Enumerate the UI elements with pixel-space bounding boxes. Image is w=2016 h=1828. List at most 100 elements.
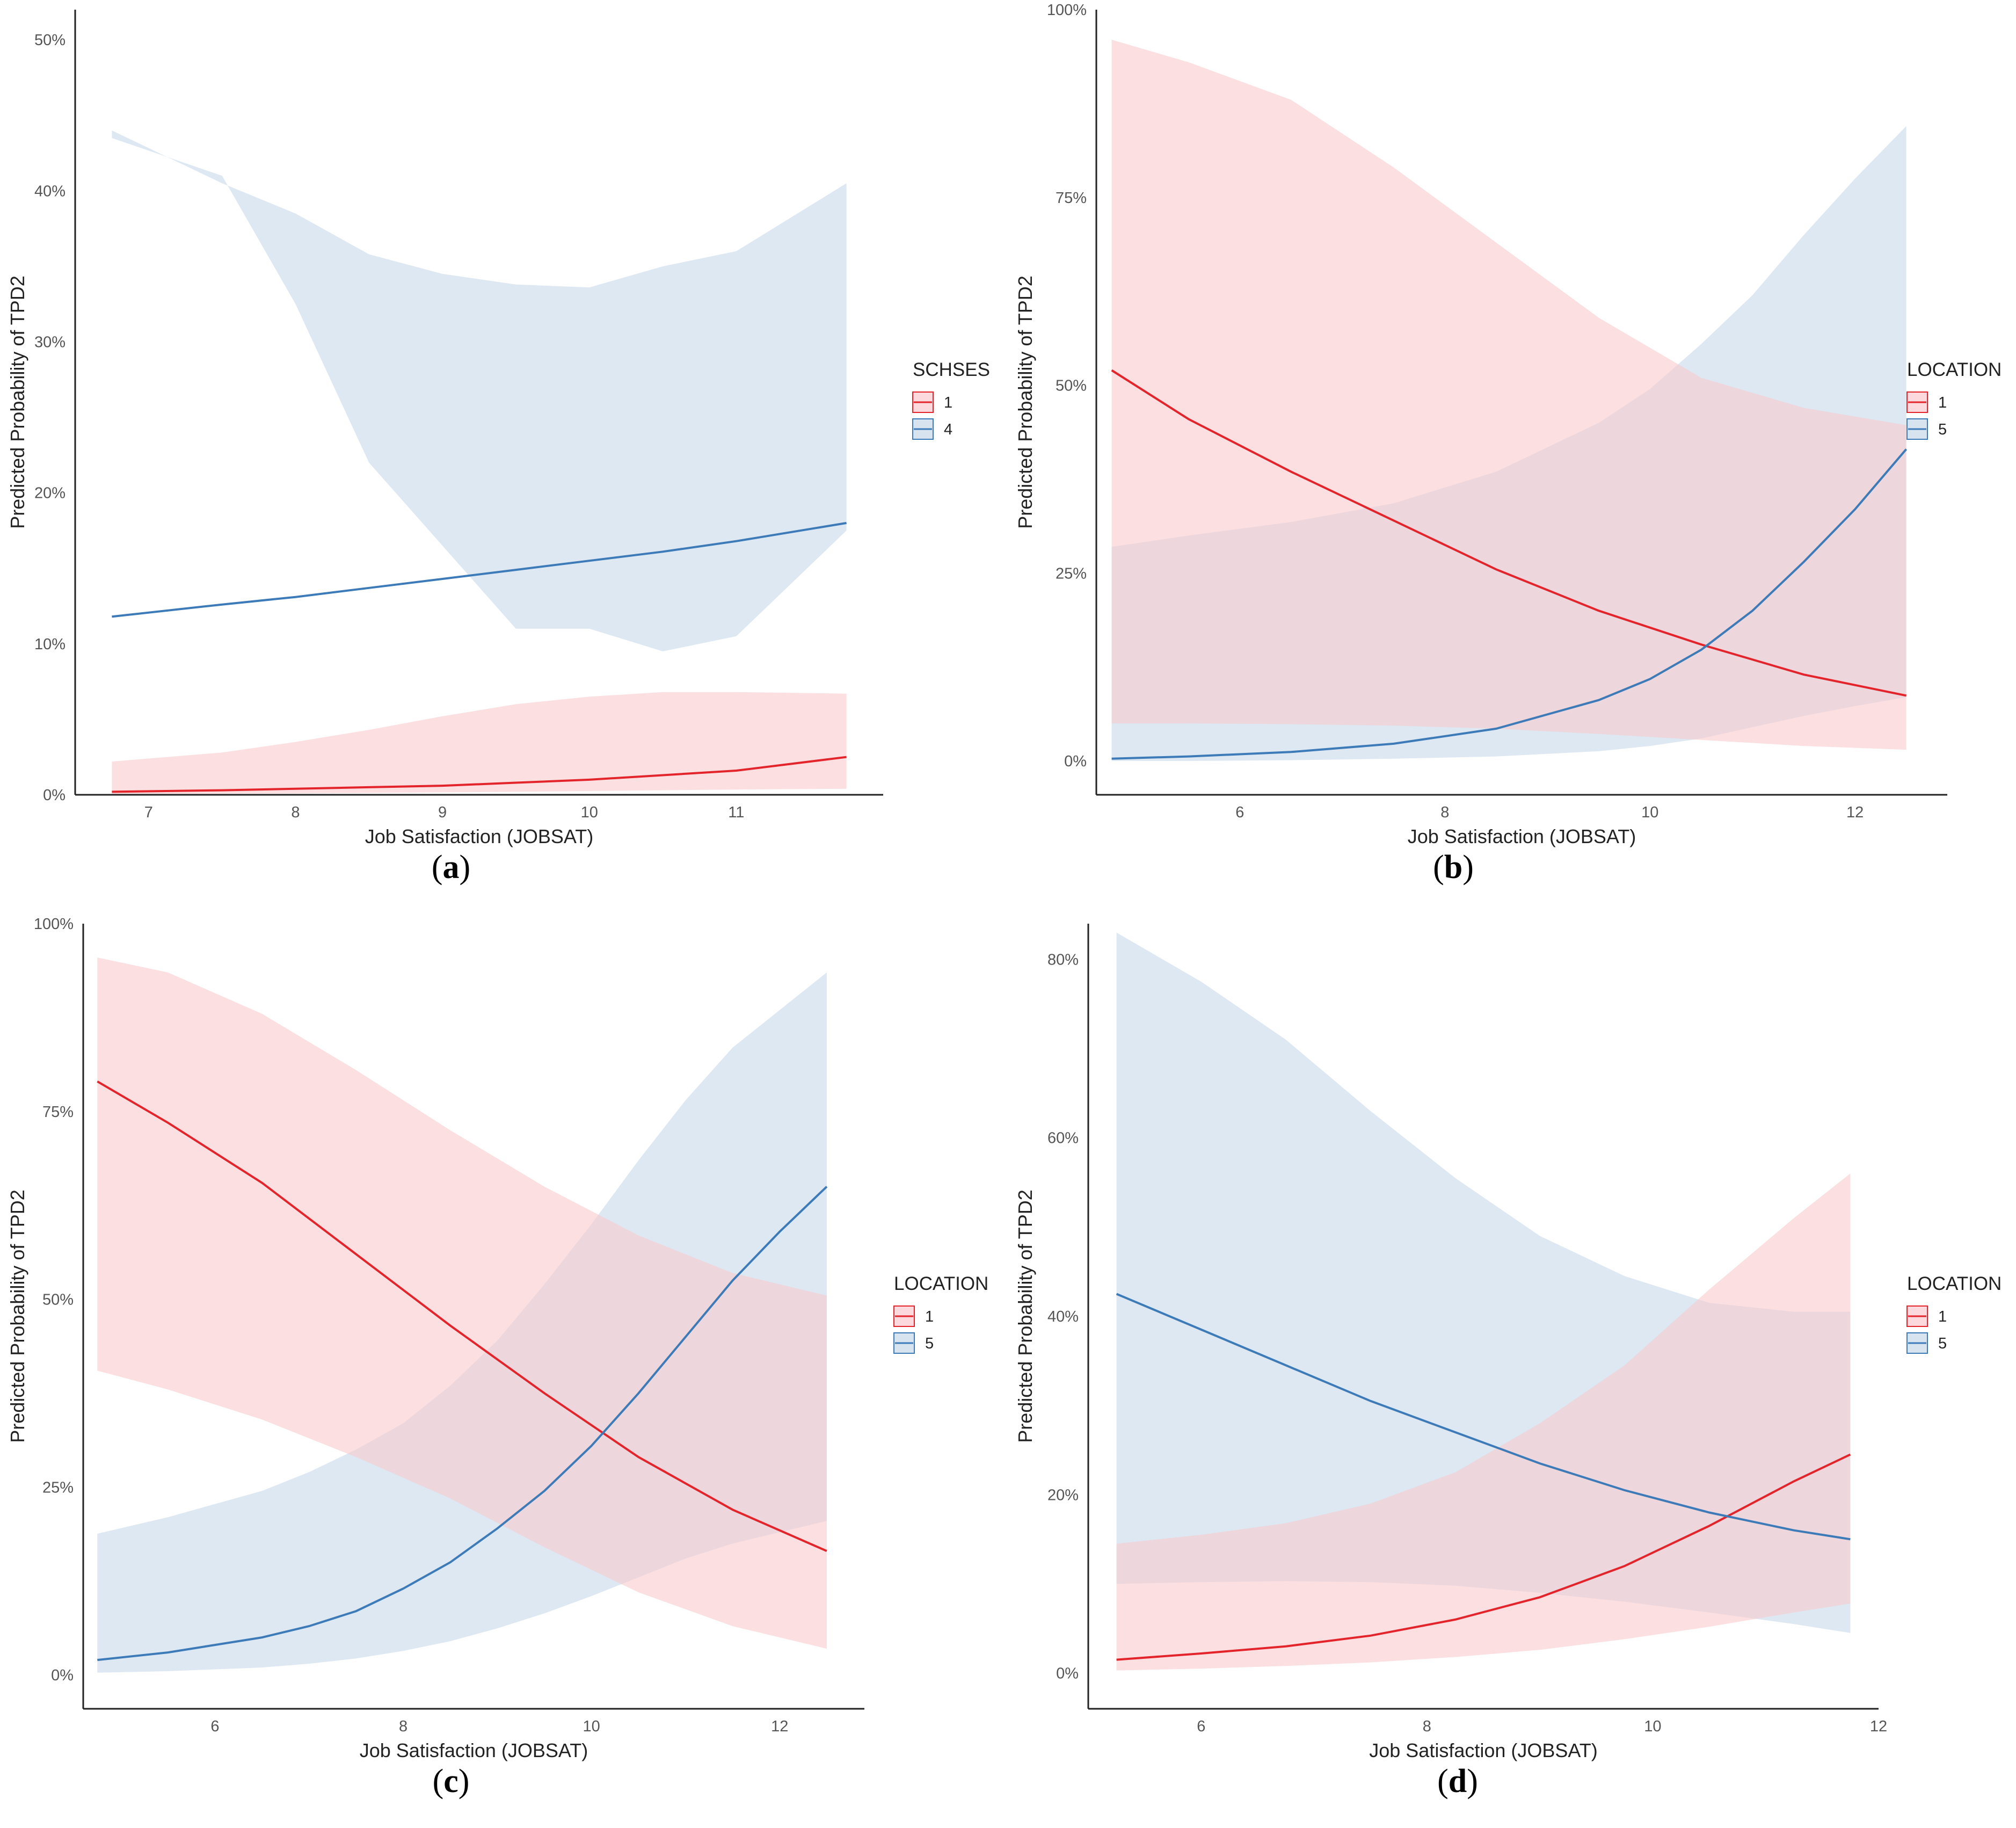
- chart-b-lines: [1111, 369, 1908, 760]
- chart-b-legend-title: LOCATION: [1907, 359, 2002, 380]
- chart-b-legend-label-1: 1: [1938, 394, 1947, 411]
- chart-a-ytick-label: 50%: [34, 32, 65, 49]
- chart-a-legend-label-1: 1: [944, 394, 952, 411]
- chart-d-caption-open: (: [1437, 1763, 1449, 1800]
- chart-b-line-series-5: [1111, 448, 1908, 760]
- chart-a-band-series-4: [112, 130, 847, 651]
- chart-c-legend: LOCATION 1 5: [893, 1273, 988, 1354]
- chart-c-xtick-label: 10: [583, 1718, 600, 1735]
- chart-a-caption-letter: a: [442, 849, 460, 886]
- chart-b-ytick-label: 0%: [1064, 753, 1087, 770]
- chart-c-caption: (c): [397, 1762, 505, 1801]
- chart-d-ticks: 0% 20% 40% 60% 80% 6 8 10 12: [1047, 951, 1887, 1735]
- chart-d-lines: [1116, 1293, 1851, 1661]
- chart-b-legend-label-2: 5: [1938, 421, 1947, 438]
- chart-b-ylabel: Predicted Probability of TPD2: [1014, 275, 1036, 529]
- chart-d-legend-label-2: 5: [1938, 1335, 1947, 1352]
- chart-a-ytick-label: 30%: [34, 334, 65, 351]
- chart-c-caption-open: (: [432, 1763, 444, 1800]
- chart-panel-b: 0% 25% 50% 75% 100% 6 8 10 12 Job Satisfaction (…: [1008, 0, 2015, 914]
- chart-c-band-series-1: [97, 957, 827, 1649]
- chart-d-xlabel: Job Satisfaction (JOBSAT): [1369, 1739, 1597, 1761]
- chart-d-axes: [1087, 924, 1879, 1710]
- chart-d-xtick-label: 12: [1870, 1718, 1887, 1735]
- chart-c-line-series-5: [97, 1186, 828, 1662]
- chart-b-ytick-label: 50%: [1056, 378, 1087, 395]
- chart-c-legend-title: LOCATION: [894, 1273, 988, 1294]
- chart-b-axes: [1095, 10, 1947, 796]
- chart-c-caption-close: ): [458, 1763, 470, 1800]
- chart-b-svg: 0% 25% 50% 75% 100% 6 8 10 12 Job Satisfaction (…: [1014, 2, 2002, 847]
- chart-c-svg: 0% 25% 50% 75% 100% 6 8 10 12 Job Satisfaction (…: [6, 916, 988, 1761]
- chart-d-legend-title: LOCATION: [1907, 1273, 2002, 1294]
- chart-a-xtick-label: 7: [144, 804, 153, 821]
- chart-c-xtick-label: 6: [210, 1718, 219, 1735]
- chart-b-line-series-1: [1111, 369, 1907, 697]
- chart-c-ticks: 0% 25% 50% 75% 100% 6 8 10 12: [34, 916, 789, 1735]
- chart-d-caption-close: ): [1467, 1763, 1478, 1800]
- chart-d-legend-label-1: 1: [1938, 1308, 1947, 1325]
- chart-a-legend: SCHSES 1 4: [912, 359, 990, 440]
- chart-d-xtick-label: 8: [1423, 1718, 1431, 1735]
- chart-b-xtick-label: 10: [1641, 804, 1658, 821]
- chart-b-ticks: 0% 25% 50% 75% 100% 6 8 10 12: [1047, 2, 1864, 821]
- chart-d-xtick-label: 6: [1197, 1718, 1205, 1735]
- chart-a-xtick-label: 10: [581, 804, 598, 821]
- chart-c-bands: [97, 957, 827, 1673]
- chart-c-ytick-label: 75%: [42, 1104, 74, 1121]
- chart-c-xtick-label: 12: [771, 1718, 788, 1735]
- chart-a-ticks: 0% 10% 20% 30% 40% 50% 7 8 9 10 11: [34, 32, 744, 821]
- chart-a-ytick-label: 40%: [34, 183, 65, 200]
- chart-d-ytick-label: 60%: [1047, 1130, 1079, 1147]
- chart-d-caption-letter: d: [1448, 1763, 1467, 1800]
- chart-b-bands: [1111, 40, 1906, 761]
- chart-c-legend-label-1: 1: [925, 1308, 934, 1325]
- chart-d-ylabel: Predicted Probability of TPD2: [1014, 1189, 1036, 1443]
- chart-a-caption-open: (: [431, 849, 443, 886]
- chart-c-ytick-label: 25%: [42, 1479, 74, 1496]
- chart-a-caption: (a): [397, 848, 505, 887]
- chart-a-xtick-label: 9: [438, 804, 447, 821]
- chart-a-caption-close: ): [459, 849, 471, 886]
- chart-a-xtick-label: 11: [728, 804, 744, 821]
- chart-a-legend-label-2: 4: [944, 421, 952, 438]
- chart-a-line-series-4: [112, 521, 847, 618]
- chart-c-axes: [82, 924, 864, 1710]
- chart-b-xtick-label: 12: [1846, 804, 1864, 821]
- chart-d-line-series-5: [1116, 1293, 1851, 1541]
- chart-c-line-series-1: [97, 1080, 827, 1553]
- chart-b-xtick-label: 8: [1440, 804, 1449, 821]
- chart-a-lines: [112, 521, 847, 793]
- chart-c-caption-letter: c: [443, 1763, 458, 1800]
- chart-b-caption-letter: b: [1444, 849, 1463, 886]
- chart-d-legend: LOCATION 1 5: [1906, 1273, 2002, 1354]
- chart-b-caption-close: ): [1462, 849, 1474, 886]
- chart-c-ytick-label: 0%: [51, 1667, 74, 1684]
- chart-panel-d: 0% 20% 40% 60% 80% 6 8 10 12 Job Satisfaction (J…: [1008, 914, 2015, 1828]
- chart-a-xlabel: Job Satisfaction (JOBSAT): [365, 825, 593, 847]
- chart-c-ylabel: Predicted Probability of TPD2: [6, 1189, 28, 1443]
- chart-d-caption: (d): [1404, 1762, 1511, 1801]
- chart-d-ytick-label: 0%: [1056, 1665, 1079, 1682]
- chart-d-xtick-label: 10: [1644, 1718, 1661, 1735]
- chart-d-bands: [1116, 932, 1851, 1671]
- chart-panel-c: 0% 25% 50% 75% 100% 6 8 10 12 Job Satisfaction (…: [0, 914, 1008, 1828]
- chart-b-ytick-label: 25%: [1056, 565, 1087, 582]
- chart-c-ytick-label: 50%: [42, 1292, 74, 1309]
- chart-d-ytick-label: 80%: [1047, 951, 1079, 968]
- chart-b-ytick-label: 75%: [1056, 190, 1087, 207]
- chart-a-band-series-1: [112, 692, 847, 794]
- chart-a-ytick-label: 20%: [34, 485, 65, 502]
- chart-panel-a: 0% 10% 20% 30% 40% 50% 7 8 9 10 11 Job Satisfactio…: [0, 0, 1008, 914]
- chart-a-bands: [112, 130, 847, 794]
- chart-b-xlabel: Job Satisfaction (JOBSAT): [1408, 825, 1636, 847]
- chart-b-band-series-1: [1111, 40, 1906, 750]
- chart-b-caption: (b): [1400, 848, 1507, 887]
- chart-b-legend: LOCATION 1 5: [1906, 359, 2002, 440]
- chart-b-xtick-label: 6: [1235, 804, 1244, 821]
- chart-d-line-series-1: [1116, 1453, 1851, 1661]
- chart-a-axes: [74, 10, 883, 796]
- chart-a-ytick-label: 10%: [34, 636, 65, 653]
- chart-a-ylabel: Predicted Probability of TPD2: [6, 275, 28, 529]
- chart-c-legend-label-2: 5: [925, 1335, 934, 1352]
